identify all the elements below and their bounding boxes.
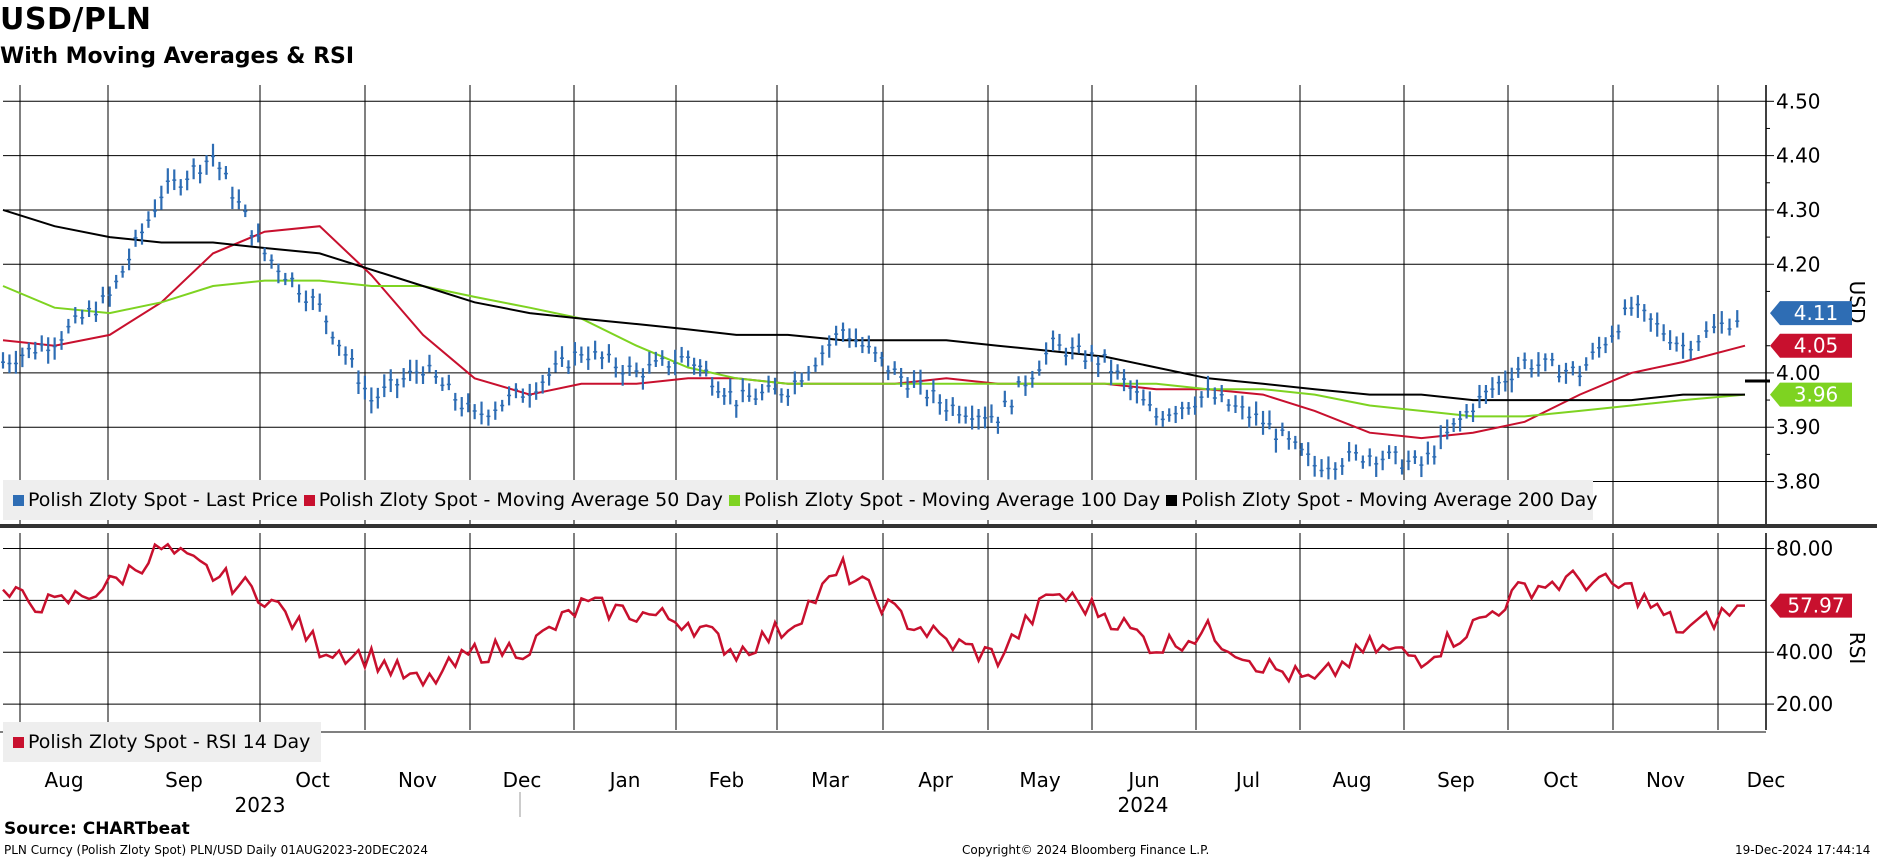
price-tick-label: 4.00 — [1776, 361, 1821, 385]
ma200-line — [2, 208, 1745, 402]
rsi-axis-label: RSI — [1845, 632, 1869, 665]
chart-subtitle: With Moving Averages & RSI — [0, 44, 355, 69]
price-legend: Polish Zloty Spot - Last Price Polish Zl… — [3, 480, 1598, 520]
legend-swatch-rsi — [13, 736, 24, 748]
x-month-label: Oct — [295, 768, 330, 792]
price-tick-label: 4.40 — [1776, 144, 1821, 168]
legend-label: Polish Zloty Spot - RSI 14 Day — [28, 731, 311, 753]
price-tick-label: 3.90 — [1776, 415, 1821, 439]
x-month-label: Nov — [398, 768, 437, 792]
legend-swatch-ma200 — [1166, 494, 1178, 506]
x-month-label: Nov — [1646, 768, 1685, 792]
x-month-label: Apr — [918, 768, 953, 792]
legend-swatch-ma50 — [303, 494, 315, 506]
ma100-line — [2, 279, 1746, 418]
rsi-tick-label: 80.00 — [1776, 537, 1833, 561]
price-tick-label: 3.80 — [1776, 470, 1821, 494]
legend-item-ma50: Polish Zloty Spot - Moving Average 50 Da… — [303, 489, 723, 511]
ma100-tag-bg — [1770, 382, 1852, 407]
price-tick-label: 4.20 — [1776, 252, 1821, 276]
last-price-tag-bg — [1770, 301, 1852, 326]
x-month-label: Aug — [44, 768, 83, 792]
x-month-label: Dec — [503, 768, 542, 792]
rsi-tick-label: 40.00 — [1776, 640, 1833, 664]
footer-copyright: Copyright© 2024 Bloomberg Finance L.P. — [962, 843, 1210, 857]
x-month-label: Mar — [811, 768, 850, 792]
rsi-tag: 57.97 — [1787, 594, 1844, 618]
price-tick-label: 4.50 — [1776, 89, 1821, 113]
x-month-label: Feb — [709, 768, 744, 792]
x-month-label: Dec — [1747, 768, 1786, 792]
source-note: Source: CHARTbeat — [4, 819, 190, 839]
ma100-tag: 3.96 — [1794, 383, 1839, 407]
legend-label: Polish Zloty Spot - Moving Average 200 D… — [1181, 489, 1598, 511]
footer-series-info: PLN Curncy (Polish Zloty Spot) PLN/USD D… — [4, 843, 429, 857]
footer-timestamp: 19-Dec-2024 17:44:14 — [1735, 843, 1871, 857]
price-tick-label: 4.30 — [1776, 198, 1821, 222]
x-month-label: May — [1019, 768, 1061, 792]
x-month-label: Aug — [1332, 768, 1371, 792]
legend-item-rsi: Polish Zloty Spot - RSI 14 Day — [13, 731, 310, 753]
legend-swatch-price — [13, 494, 24, 506]
x-month-label: Jun — [1126, 768, 1159, 792]
x-month-label: Jan — [608, 768, 641, 792]
x-month-label: Sep — [165, 768, 203, 792]
legend-label: Polish Zloty Spot - Last Price — [28, 489, 298, 511]
legend-swatch-ma100 — [728, 494, 740, 506]
rsi-line — [2, 542, 1745, 688]
rsi-tick-label: 20.00 — [1776, 692, 1833, 716]
x-month-label: Jul — [1234, 768, 1260, 792]
rsi-tag-bg — [1770, 593, 1852, 618]
ma50-tag-bg — [1770, 333, 1852, 358]
x-month-label: Sep — [1437, 768, 1475, 792]
ma50-tag: 4.05 — [1794, 334, 1839, 358]
x-month-label: Oct — [1543, 768, 1578, 792]
legend-item-ma200: Polish Zloty Spot - Moving Average 200 D… — [1166, 489, 1598, 511]
last-price-tag: 4.11 — [1794, 301, 1839, 325]
legend-label: Polish Zloty Spot - Moving Average 100 D… — [743, 489, 1161, 511]
chart-title: USD/PLN — [0, 2, 152, 37]
rsi-legend: Polish Zloty Spot - RSI 14 Day — [3, 722, 321, 762]
legend-label: Polish Zloty Spot - Moving Average 50 Da… — [318, 489, 723, 511]
legend-item-last-price: Polish Zloty Spot - Last Price — [13, 489, 298, 511]
x-year-label: 2023 — [235, 793, 286, 817]
x-year-label: 2024 — [1118, 793, 1169, 817]
legend-item-ma100: Polish Zloty Spot - Moving Average 100 D… — [728, 489, 1161, 511]
